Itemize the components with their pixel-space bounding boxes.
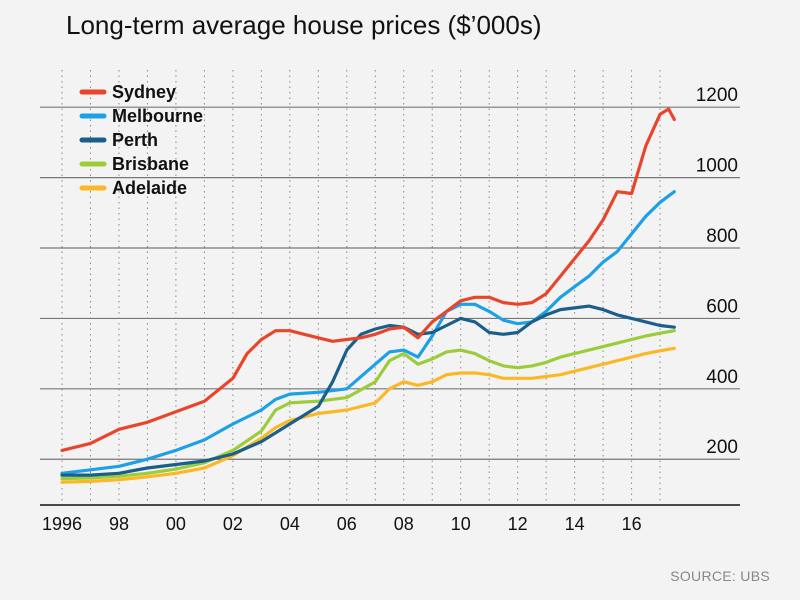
legend-label: Adelaide <box>112 178 187 198</box>
y-tick-label: 1200 <box>696 85 738 106</box>
x-tick-label: 10 <box>451 514 471 534</box>
series-line-sydney <box>60 107 676 452</box>
series-line-perth <box>60 304 676 477</box>
x-tick-label: 98 <box>109 514 129 534</box>
x-tick-label: 14 <box>565 514 585 534</box>
series-line-adelaide <box>60 346 676 484</box>
x-tick-label: 1996 <box>42 514 82 534</box>
x-tick-label: 02 <box>223 514 243 534</box>
legend-label: Brisbane <box>112 154 189 174</box>
page-title: Long-term average house prices ($’000s) <box>66 10 542 40</box>
y-tick-label: 800 <box>706 226 738 247</box>
legend-label: Sydney <box>112 82 176 102</box>
x-tick-label: 08 <box>394 514 414 534</box>
x-tick-label: 04 <box>280 514 300 534</box>
chart-legend: Sydney Melbourne Perth Brisbane Adelaide <box>79 82 203 198</box>
legend-label: Perth <box>112 130 158 150</box>
x-tick-label: 16 <box>622 514 642 534</box>
source-credit: SOURCE: UBS <box>670 568 770 584</box>
x-tick-label: 00 <box>166 514 186 534</box>
y-tick-label: 1000 <box>696 156 738 177</box>
y-tick-label: 600 <box>706 296 738 317</box>
legend-label: Melbourne <box>112 106 203 126</box>
x-tick-label: 06 <box>337 514 357 534</box>
series-line-melbourne <box>60 190 676 475</box>
chart-axes: 200 400 600 800 1000 1200 1996 98 00 02 04 06 08 10 12… <box>40 85 740 534</box>
y-tick-label: 200 <box>706 437 738 458</box>
x-tick-label: 12 <box>508 514 528 534</box>
chart-series <box>60 107 676 484</box>
y-tick-label: 400 <box>706 367 738 388</box>
